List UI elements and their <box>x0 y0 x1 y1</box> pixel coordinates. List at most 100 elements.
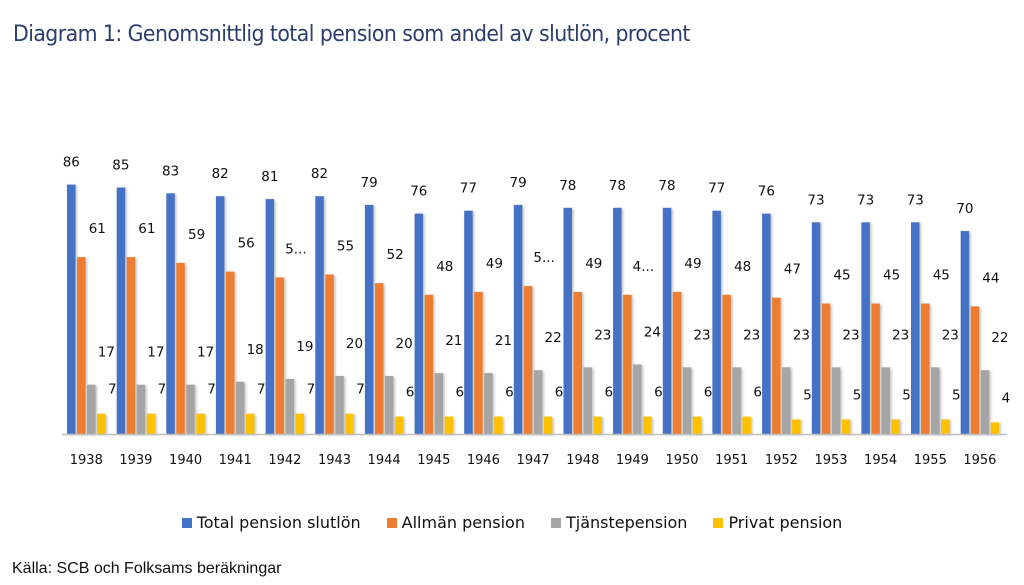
data-label-allm-n-pension-1953: 45 <box>833 268 850 284</box>
bar-privat-pension-1953 <box>841 419 851 434</box>
data-label-tj-nstepension-1940: 17 <box>197 345 214 361</box>
data-label-total-pension-slutl-n-1952: 76 <box>758 184 775 200</box>
bar-total-pension-slutl-n-1946 <box>464 210 473 434</box>
bar-privat-pension-1946 <box>494 416 503 434</box>
data-label-tj-nstepension-1949: 24 <box>644 324 661 340</box>
bar-tj-nstepension-1952 <box>782 367 791 434</box>
bar-allm-n-pension-1949 <box>623 294 632 434</box>
bar-allm-n-pension-1952 <box>772 297 781 434</box>
bar-allm-n-pension-1951 <box>722 294 731 434</box>
data-label-total-pension-slutl-n-1944: 79 <box>361 175 378 191</box>
data-label-total-pension-slutl-n-1951: 77 <box>708 181 725 197</box>
data-label-allm-n-pension-1939: 61 <box>138 221 155 237</box>
x-tick-label-1949: 1949 <box>616 453 649 468</box>
x-tick-label-1955: 1955 <box>914 453 947 468</box>
bar-allm-n-pension-1947 <box>523 286 533 434</box>
legend-swatch-total-pension-slutl-n <box>181 517 192 528</box>
x-tick-label-1939: 1939 <box>119 453 152 468</box>
bar-tj-nstepension-1949 <box>633 364 642 434</box>
data-label-allm-n-pension-1942: 5... <box>285 241 306 257</box>
x-tick-label-1948: 1948 <box>566 453 599 468</box>
data-label-total-pension-slutl-n-1946: 77 <box>460 181 477 197</box>
legend-item-total-pension-slutl-n: Total pension slutlön <box>181 513 361 532</box>
bar-allm-n-pension-1953 <box>821 303 831 434</box>
data-label-privat-pension-1941: 7 <box>257 382 266 398</box>
bar-privat-pension-1939 <box>146 413 156 434</box>
bar-tj-nstepension-1956 <box>980 370 990 434</box>
bar-privat-pension-1952 <box>792 419 801 434</box>
x-tick-label-1943: 1943 <box>318 453 351 468</box>
bar-allm-n-pension-1939 <box>126 257 136 434</box>
bar-tj-nstepension-1947 <box>533 370 543 434</box>
data-label-allm-n-pension-1938: 61 <box>89 221 106 237</box>
data-label-tj-nstepension-1938: 17 <box>98 345 115 361</box>
data-label-total-pension-slutl-n-1948: 78 <box>559 178 576 194</box>
data-label-tj-nstepension-1944: 20 <box>396 336 413 352</box>
data-label-privat-pension-1954: 5 <box>902 388 911 404</box>
bar-allm-n-pension-1954 <box>871 303 880 434</box>
data-label-privat-pension-1952: 5 <box>803 388 812 404</box>
bar-allm-n-pension-1942 <box>275 277 285 434</box>
bar-tj-nstepension-1944 <box>384 376 394 434</box>
bar-privat-pension-1951 <box>742 416 751 434</box>
bar-total-pension-slutl-n-1939 <box>116 187 126 434</box>
legend-label: Privat pension <box>728 513 843 532</box>
bar-total-pension-slutl-n-1943 <box>315 196 324 434</box>
bar-privat-pension-1942 <box>295 413 305 434</box>
data-label-privat-pension-1944: 6 <box>406 385 415 401</box>
data-label-total-pension-slutl-n-1943: 82 <box>311 166 328 182</box>
bar-tj-nstepension-1955 <box>931 367 940 434</box>
x-tick-label-1950: 1950 <box>665 453 698 468</box>
data-label-tj-nstepension-1939: 17 <box>147 345 164 361</box>
data-labels-layer: 8661177856117783591778256187815...197825… <box>63 155 1010 407</box>
data-label-tj-nstepension-1950: 23 <box>693 327 710 343</box>
data-label-privat-pension-1942: 7 <box>307 382 316 398</box>
legend: Total pension slutlön Allmän pension Tjäns… <box>0 513 1024 532</box>
bar-privat-pension-1943 <box>345 413 354 434</box>
bar-total-pension-slutl-n-1938 <box>67 184 76 434</box>
x-tick-label-1941: 1941 <box>219 453 252 468</box>
data-label-total-pension-slutl-n-1939: 85 <box>112 158 129 174</box>
data-label-total-pension-slutl-n-1950: 78 <box>658 178 675 194</box>
data-label-tj-nstepension-1955: 23 <box>942 327 959 343</box>
bar-privat-pension-1945 <box>444 416 454 434</box>
data-label-privat-pension-1956: 4 <box>1002 390 1011 406</box>
source-note: Källa: SCB och Folksams beräkningar <box>12 560 282 577</box>
data-label-allm-n-pension-1947: 5... <box>533 250 554 266</box>
data-label-tj-nstepension-1948: 23 <box>594 327 611 343</box>
data-label-privat-pension-1940: 7 <box>207 382 216 398</box>
data-label-allm-n-pension-1948: 49 <box>585 256 602 272</box>
bar-total-pension-slutl-n-1948 <box>563 207 572 434</box>
data-label-allm-n-pension-1950: 49 <box>684 256 701 272</box>
bar-privat-pension-1949 <box>643 416 652 434</box>
legend-item-tj-nstepension: Tjänstepension <box>550 513 687 532</box>
data-label-privat-pension-1955: 5 <box>952 388 961 404</box>
data-label-tj-nstepension-1951: 23 <box>743 327 760 343</box>
bar-allm-n-pension-1938 <box>77 257 86 434</box>
data-label-total-pension-slutl-n-1949: 78 <box>609 178 626 194</box>
data-label-total-pension-slutl-n-1938: 86 <box>63 155 80 171</box>
data-label-tj-nstepension-1942: 19 <box>296 339 313 355</box>
data-label-tj-nstepension-1941: 18 <box>247 342 264 358</box>
data-label-total-pension-slutl-n-1940: 83 <box>162 163 179 179</box>
bar-privat-pension-1956 <box>990 422 1000 434</box>
bar-allm-n-pension-1955 <box>921 303 930 434</box>
data-label-privat-pension-1947: 6 <box>555 385 564 401</box>
data-label-tj-nstepension-1943: 20 <box>346 336 363 352</box>
bar-tj-nstepension-1940 <box>186 384 195 434</box>
x-tick-label-1954: 1954 <box>864 453 897 468</box>
bar-allm-n-pension-1945 <box>424 294 434 434</box>
legend-label: Allmän pension <box>401 513 525 532</box>
bar-allm-n-pension-1946 <box>474 291 483 434</box>
bar-total-pension-slutl-n-1955 <box>911 222 920 434</box>
data-label-allm-n-pension-1956: 44 <box>982 270 999 286</box>
data-label-allm-n-pension-1954: 45 <box>883 268 900 284</box>
bar-total-pension-slutl-n-1942 <box>265 199 275 434</box>
data-label-privat-pension-1945: 6 <box>456 385 465 401</box>
data-label-total-pension-slutl-n-1947: 79 <box>510 175 527 191</box>
data-label-allm-n-pension-1952: 47 <box>784 262 801 278</box>
data-label-privat-pension-1938: 7 <box>108 382 117 398</box>
data-label-privat-pension-1951: 6 <box>753 385 762 401</box>
bar-chart: 8661177856117783591778256187815...197825… <box>62 155 1010 468</box>
bar-tj-nstepension-1945 <box>434 373 444 434</box>
